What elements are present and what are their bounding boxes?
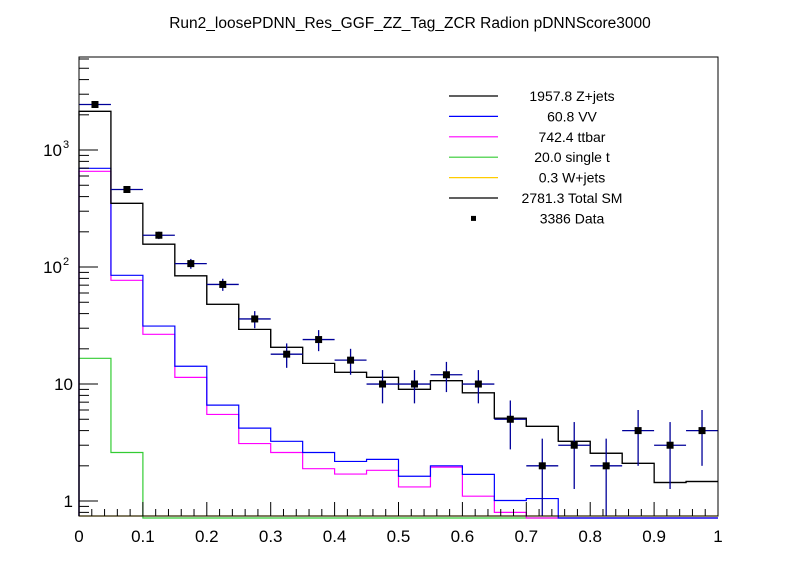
data-marker	[155, 231, 163, 239]
data-point	[206, 278, 239, 291]
legend-entry: 0.3 W+jets	[449, 170, 605, 186]
data-marker	[634, 427, 642, 435]
data-marker	[410, 380, 418, 388]
data-point	[302, 330, 335, 352]
legend-label: 2781.3 Total SM	[522, 190, 623, 206]
data-point	[366, 370, 399, 404]
chart-title: Run2_loosePDNN_Res_GGF_ZZ_Tag_ZCR Radion…	[169, 15, 651, 32]
data-point	[622, 409, 655, 466]
series-line-ttbar	[78, 170, 718, 519]
data-marker	[251, 315, 259, 323]
legend: 1957.8 Z+jets 60.8 VV 742.4 ttbar 20.0 sing…	[449, 88, 622, 226]
data-marker	[698, 427, 706, 435]
data-point	[526, 438, 559, 516]
legend-entry: 20.0 single t	[449, 149, 610, 165]
x-tick-label: 0.4	[323, 527, 347, 546]
data-point	[558, 422, 591, 489]
series-line-vv	[78, 167, 718, 519]
data-marker	[219, 280, 227, 288]
y-tick-label: 10	[43, 258, 62, 277]
data-point	[462, 370, 495, 404]
x-tick-label: 0.6	[451, 527, 475, 546]
data-marker	[91, 101, 99, 109]
legend-entry: 1957.8 Z+jets	[449, 88, 615, 104]
legend-entry: 2781.3 Total SM	[449, 190, 622, 206]
legend-entry: 3386 Data	[471, 210, 605, 226]
x-tick-label: 1	[713, 527, 722, 546]
legend-label: 60.8 VV	[547, 108, 597, 124]
data-marker	[666, 441, 674, 449]
data-marker	[187, 260, 195, 268]
data-point	[686, 409, 718, 466]
data-marker	[570, 441, 578, 449]
legend-entry: 60.8 VV	[449, 108, 598, 124]
x-tick-label: 0	[74, 527, 83, 546]
data-point	[238, 311, 271, 329]
data-point	[79, 101, 111, 109]
data-layer	[79, 101, 718, 516]
data-marker	[379, 380, 387, 388]
legend-label: 3386 Data	[540, 210, 605, 226]
data-marker	[315, 336, 323, 344]
data-marker	[347, 356, 355, 364]
legend-label: 742.4 ttbar	[539, 129, 606, 145]
data-point	[494, 400, 527, 450]
legend-label: 1957.8 Z+jets	[529, 88, 614, 104]
x-tick-label: 0.9	[642, 527, 666, 546]
data-marker	[442, 371, 450, 379]
data-point	[142, 231, 175, 240]
legend-marker	[471, 215, 476, 221]
data-point	[590, 438, 623, 516]
x-tick-label: 0.5	[387, 527, 411, 546]
x-tick-label: 0.3	[259, 527, 283, 546]
series-line-total-sm	[78, 110, 718, 516]
y-tick-label: 1	[64, 492, 73, 511]
y-tick-label-exponent: 2	[63, 256, 69, 268]
data-marker	[474, 380, 482, 388]
plot-frame	[78, 56, 719, 517]
data-marker	[123, 185, 131, 193]
y-tick-label: 10	[43, 141, 62, 160]
legend-entry: 742.4 ttbar	[449, 129, 606, 145]
data-point	[110, 185, 143, 193]
data-marker	[506, 415, 514, 423]
x-tick-label: 0.8	[578, 527, 602, 546]
data-point	[270, 343, 303, 368]
data-point	[654, 422, 687, 489]
legend-label: 20.0 single t	[534, 149, 610, 165]
data-marker	[602, 462, 610, 470]
data-point	[398, 370, 431, 404]
y-tick-label: 10	[54, 375, 73, 394]
data-marker	[283, 350, 291, 358]
data-point	[430, 361, 463, 393]
x-tick-label: 0.2	[195, 527, 219, 546]
data-marker	[538, 462, 546, 470]
legend-label: 0.3 W+jets	[539, 170, 606, 186]
data-point	[174, 258, 207, 269]
x-tick-label: 0.1	[131, 527, 155, 546]
series-layer	[78, 110, 718, 519]
y-tick-label-exponent: 3	[63, 139, 69, 151]
x-tick-label: 0.7	[514, 527, 538, 546]
data-point	[334, 348, 367, 375]
